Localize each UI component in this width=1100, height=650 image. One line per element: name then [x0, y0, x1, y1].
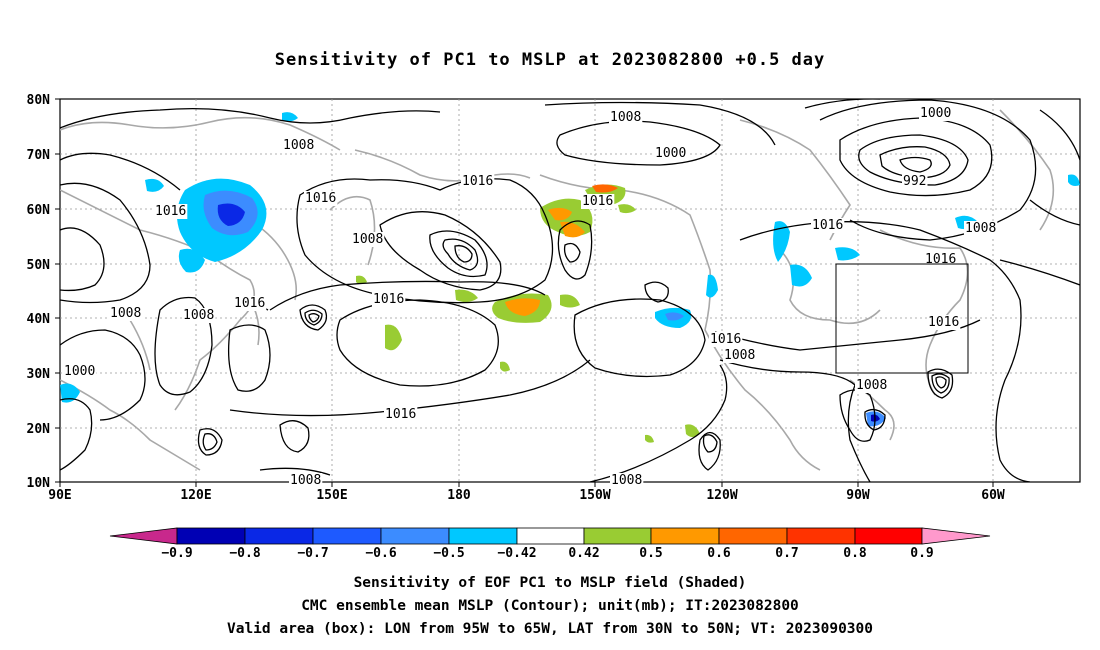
- lat-label: 30N: [27, 367, 51, 382]
- lon-label: 90E: [48, 488, 71, 503]
- colorbar-swatch: [786, 527, 856, 545]
- contour-label: 1016: [234, 296, 265, 311]
- lon-label: 120E: [180, 488, 211, 503]
- contour-label: 1008: [610, 110, 641, 125]
- contour-label: 1000: [920, 106, 951, 121]
- colorbar-label: −0.8: [229, 546, 260, 560]
- lon-label: 180: [447, 488, 471, 503]
- caption-contour: CMC ensemble mean MSLP (Contour); unit(m…: [301, 598, 799, 614]
- contour-labels: 1008 1016 1008 1016 1000 1016 1016 1008 …: [63, 106, 998, 488]
- colorbar-label: −0.42: [497, 546, 536, 560]
- colorbar-swatch: [448, 527, 518, 545]
- colorbar-swatch: [583, 527, 652, 545]
- contour-label: 1000: [655, 146, 686, 161]
- contour-label: 1000: [64, 364, 95, 379]
- contour-label: 1008: [352, 232, 383, 247]
- lon-label: 60W: [981, 488, 1005, 503]
- lat-label: 70N: [27, 148, 51, 163]
- colorbar-swatch: [312, 527, 382, 545]
- contour-label: 1016: [710, 332, 741, 347]
- contour-label: 1016: [155, 204, 186, 219]
- contour-label: 1008: [290, 473, 321, 488]
- contour-label: 1008: [965, 221, 996, 236]
- longitude-labels: 90E 120E 150E 180 150W 120W 90W 60W: [48, 488, 1005, 503]
- colorbar-label: −0.6: [365, 546, 396, 560]
- contour-label: 1016: [305, 191, 336, 206]
- colorbar-label: 0.9: [910, 546, 933, 560]
- colorbar-label: 0.7: [775, 546, 798, 560]
- lat-label: 20N: [27, 422, 51, 437]
- negative-sensitivity-shading: [60, 112, 1080, 427]
- lat-label: 50N: [27, 258, 51, 273]
- contour-label: 1016: [812, 218, 843, 233]
- colorbar-swatch: [380, 527, 450, 545]
- caption-valid-area: Valid area (box): LON from 95W to 65W, L…: [226, 621, 873, 637]
- colorbar-label: 0.5: [639, 546, 662, 560]
- axis-ticks: [55, 98, 994, 487]
- colorbar-swatch: [244, 527, 314, 545]
- colorbar-swatch: [176, 527, 246, 545]
- colorbar-label: 0.8: [843, 546, 867, 560]
- contour-label: 1008: [110, 306, 141, 321]
- lat-label: 10N: [27, 476, 51, 491]
- valid-area-box: [835, 263, 969, 374]
- lon-label: 150E: [316, 488, 347, 503]
- lat-label: 80N: [27, 93, 51, 108]
- colorbar-label: −0.7: [297, 546, 328, 560]
- colorbar-label: −0.5: [433, 546, 464, 560]
- mslp-contours: [60, 99, 1080, 482]
- lon-label: 120W: [706, 488, 737, 503]
- colorbar-right-arrow: [921, 527, 991, 545]
- sensitivity-map: 1008 1016 1008 1016 1000 1016 1016 1008 …: [27, 93, 1081, 560]
- colorbar: [109, 527, 991, 545]
- colorbar-swatch: [650, 527, 720, 545]
- contour-label: 1008: [183, 308, 214, 323]
- contour-label: 992: [903, 174, 926, 189]
- colorbar-labels: −0.9 −0.8 −0.7 −0.6 −0.5 −0.42 0.42 0.5 …: [161, 546, 933, 560]
- latitude-labels: 80N 70N 60N 50N 40N 30N 20N 10N: [27, 93, 51, 491]
- contour-label: 1008: [856, 378, 887, 393]
- contour-label: 1008: [611, 473, 642, 488]
- contour-label: 1016: [928, 315, 959, 330]
- lon-label: 90W: [846, 488, 870, 503]
- contour-label: 1016: [582, 194, 613, 209]
- lon-label: 150W: [579, 488, 610, 503]
- colorbar-swatch: [516, 527, 585, 545]
- chart-title: Sensitivity of PC1 to MSLP at 2023082800…: [274, 50, 826, 70]
- lat-label: 40N: [27, 312, 51, 327]
- contour-label: 1016: [385, 407, 416, 422]
- caption-shading: Sensitivity of EOF PC1 to MSLP field (Sh…: [353, 575, 747, 591]
- colorbar-swatch: [854, 527, 923, 545]
- colorbar-left-arrow: [109, 527, 178, 545]
- map-frame: [59, 98, 1081, 483]
- contour-label: 1008: [283, 138, 314, 153]
- colorbar-label: 0.42: [568, 546, 599, 560]
- colorbar-label: 0.6: [707, 546, 731, 560]
- contour-label: 1016: [925, 252, 956, 267]
- contour-label: 1016: [373, 292, 404, 307]
- lat-label: 60N: [27, 203, 51, 218]
- contour-label: 1016: [462, 174, 493, 189]
- contour-label: 1008: [724, 348, 755, 363]
- colorbar-label: −0.9: [161, 546, 192, 560]
- colorbar-swatch: [718, 527, 788, 545]
